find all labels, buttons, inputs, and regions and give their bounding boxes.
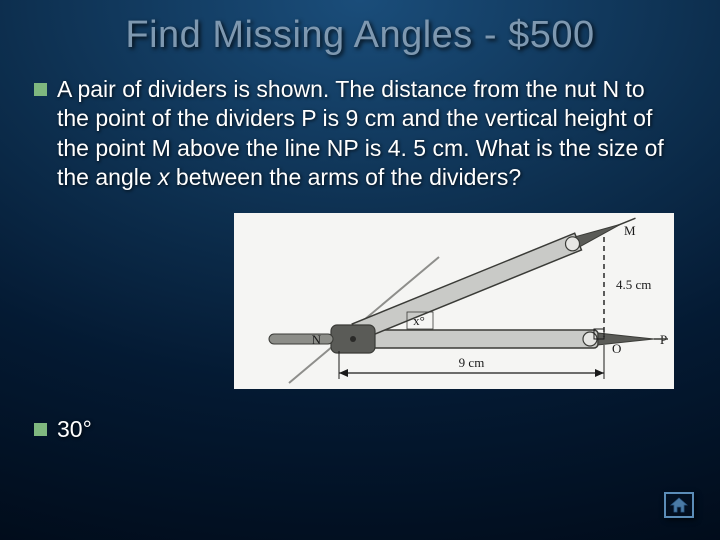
svg-text:O: O [612,341,621,356]
svg-text:9 cm: 9 cm [459,355,485,370]
svg-text:N: N [312,332,322,347]
question-post: between the arms of the dividers? [170,164,522,190]
question-variable: x [158,164,170,190]
home-button[interactable] [664,492,694,518]
svg-text:M: M [624,223,636,238]
question-bullet-row: A pair of dividers is shown. The distanc… [34,75,682,193]
square-bullet-icon [34,83,47,96]
answer-bullet-row: 30° [34,415,682,444]
square-bullet-icon [34,423,47,436]
slide-title: Find Missing Angles - $500 [28,14,692,57]
dividers-diagram: x°4.5 cm9 cmNPMO [234,213,674,389]
home-icon [670,497,688,513]
answer-text: 30° [57,415,92,444]
svg-text:4.5 cm: 4.5 cm [616,277,651,292]
question-text: A pair of dividers is shown. The distanc… [57,75,682,193]
svg-text:x°: x° [413,313,425,328]
slide: Find Missing Angles - $500 A pair of div… [0,0,720,540]
figure-container: x°4.5 cm9 cmNPMO [28,213,692,389]
